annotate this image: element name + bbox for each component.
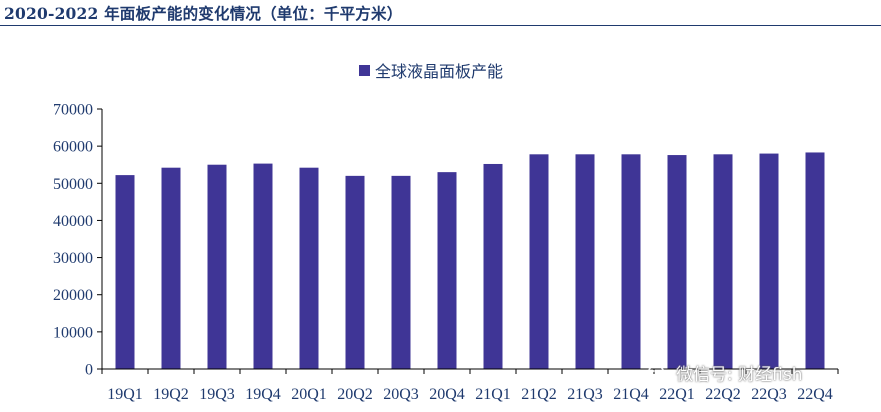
x-tick-label: 21Q3 [567,386,603,403]
y-tick-label: 50000 [53,176,93,193]
x-tick-label: 22Q2 [705,386,741,403]
bar-22Q4 [805,152,825,369]
bar-21Q4 [621,154,641,369]
bar-20Q1 [299,167,319,369]
x-tick-label: 20Q2 [337,386,373,403]
y-tick-label: 0 [85,362,93,379]
x-tick-label: 19Q2 [153,386,189,403]
bars-group [115,152,825,369]
x-tick-label: 22Q3 [751,386,787,403]
y-tick-label: 30000 [53,250,93,267]
x-tick-label: 22Q4 [797,386,833,403]
bar-19Q4 [253,163,273,369]
x-tick-label: 19Q1 [107,386,143,403]
x-axis: 19Q1 19Q2 19Q3 19Q4 20Q1 20Q2 20Q3 20Q4 21Q1 21Q2… [101,368,839,403]
bar-20Q2 [345,175,365,369]
bar-20Q3 [391,175,411,369]
wechat-icon [647,365,670,383]
y-tick-label: 60000 [53,139,93,156]
y-tick-label: 40000 [53,213,93,230]
bar-22Q3 [759,153,779,369]
y-tick-label: 70000 [53,102,93,119]
bar-21Q1 [483,163,503,369]
legend-swatch [359,65,370,76]
header-bar: 2020-2022 年面板产能的变化情况（单位：千平方米） [0,0,881,26]
y-axis: 0 10000 20000 30000 40000 50000 60000 70000 [53,102,103,379]
x-tick-label: 21Q4 [613,386,649,403]
x-tick-label: 19Q4 [245,386,281,403]
legend-label: 全球液晶面板产能 [375,62,503,81]
bar-21Q3 [575,154,595,369]
watermark-text: 微信号: 财经fish [676,365,803,385]
x-tick-label: 20Q3 [383,386,419,403]
bar-20Q4 [437,172,457,369]
x-tick-label: 22Q1 [659,386,695,403]
y-tick-label: 20000 [53,287,93,304]
bar-19Q1 [115,175,135,369]
bar-19Q3 [207,164,227,369]
bar-22Q2 [713,154,733,369]
chart-legend: 全球液晶面板产能 [359,62,503,81]
x-tick-label: 20Q4 [429,386,465,403]
x-tick-label: 19Q3 [199,386,235,403]
x-tick-label: 21Q1 [475,386,511,403]
bar-21Q2 [529,154,549,369]
bar-19Q2 [161,167,181,369]
bar-22Q1 [667,155,687,369]
page-title: 2020-2022 年面板产能的变化情况（单位：千平方米） [4,4,403,23]
y-tick-label: 10000 [53,324,93,341]
watermark: 微信号: 财经fish [647,360,803,385]
x-tick-label: 20Q1 [291,386,327,403]
x-tick-label: 21Q2 [521,386,557,403]
